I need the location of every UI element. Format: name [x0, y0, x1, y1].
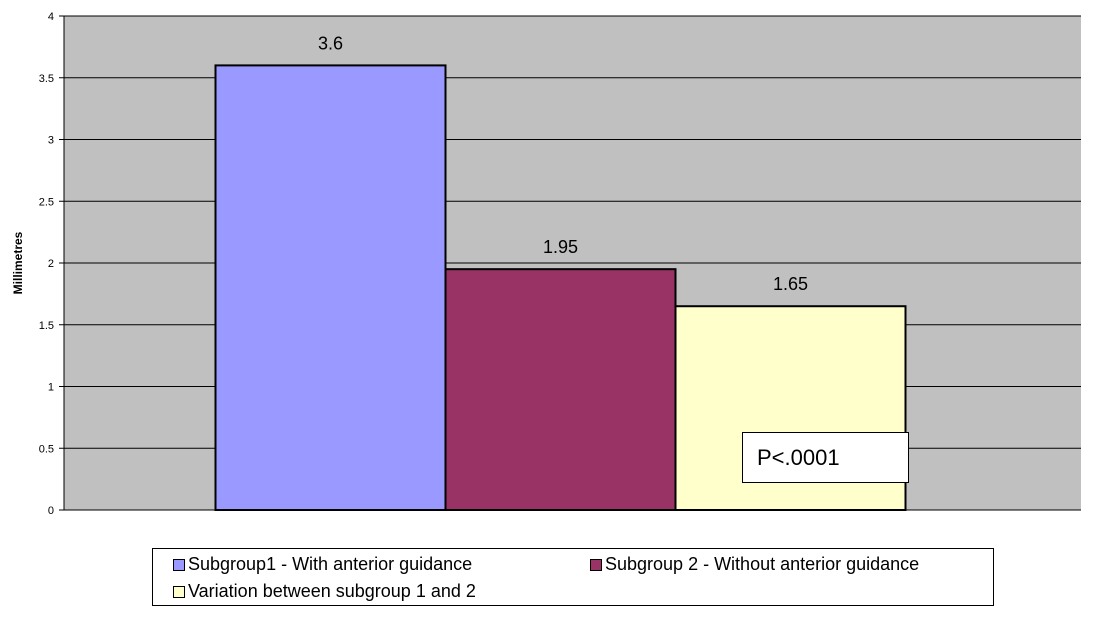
y-tick-label: 1 — [48, 382, 54, 394]
bar-value-label: 1.65 — [773, 274, 808, 294]
bar-subgroup2 — [446, 269, 676, 510]
y-tick-label: 0 — [48, 505, 54, 517]
p-value-annotation: P<.0001 — [742, 432, 909, 483]
legend-item-subgroup2: Subgroup 2 - Without anterior guidance — [590, 554, 919, 575]
bar-value-label: 3.6 — [318, 33, 343, 53]
y-axis-label: Millimetres — [11, 231, 25, 294]
legend-item-subgroup1: Subgroup1 - With anterior guidance — [173, 554, 472, 575]
y-tick-label: 2 — [48, 258, 54, 270]
y-tick-label: 0.5 — [39, 443, 54, 455]
legend-label-variation: Variation between subgroup 1 and 2 — [188, 581, 476, 602]
p-value-text: P<.0001 — [757, 445, 840, 471]
y-tick-label: 2.5 — [39, 196, 54, 208]
y-tick-label: 3 — [48, 135, 54, 147]
y-tick-label: 3.5 — [39, 73, 54, 85]
y-tick-label: 1.5 — [39, 320, 54, 332]
legend-swatch-subgroup2 — [590, 559, 602, 571]
bar-value-label: 1.95 — [543, 237, 578, 257]
legend-label-subgroup1: Subgroup1 - With anterior guidance — [188, 554, 472, 575]
legend-label-subgroup2: Subgroup 2 - Without anterior guidance — [605, 554, 919, 575]
y-tick-label: 4 — [48, 11, 54, 23]
legend: Subgroup1 - With anterior guidance Subgr… — [152, 548, 994, 606]
bar-subgroup1 — [216, 65, 446, 510]
legend-item-variation: Variation between subgroup 1 and 2 — [173, 581, 476, 602]
legend-swatch-variation — [173, 586, 185, 598]
legend-swatch-subgroup1 — [173, 559, 185, 571]
